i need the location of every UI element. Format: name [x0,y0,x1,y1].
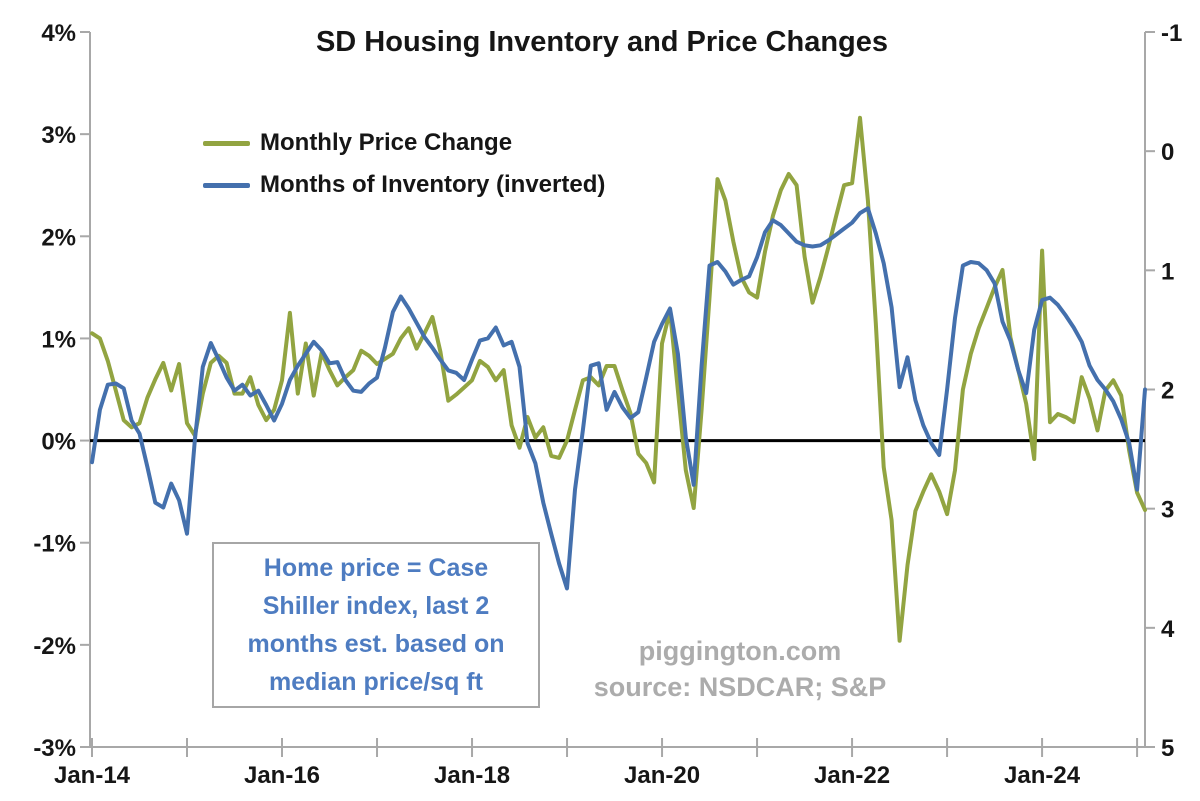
right-axis-tick-label: 2 [1161,378,1174,405]
left-axis-tick-label: 2% [41,224,76,251]
annotation-text: Home price = Case Shiller index, last 2 … [247,554,505,696]
left-axis-tick-label: 1% [41,326,76,353]
right-axis-tick-label: 0 [1161,139,1174,166]
x-axis-tick-label: Jan-20 [624,762,700,789]
price-change-line [90,115,1147,643]
right-axis-tick-label: -1 [1161,20,1182,47]
left-axis-tick-label: 0% [41,429,76,456]
watermark-site: piggington.com [638,636,842,666]
legend-label-inventory: Months of Inventory (inverted) [260,171,606,198]
legend-item-inventory: Months of Inventory (inverted) [203,164,605,206]
left-axis-tick-label: 4% [41,20,76,47]
chart-legend: Monthly Price Change Months of Inventory… [203,122,605,206]
left-axis-tick-label: -2% [33,633,76,660]
x-axis-tick-label: Jan-16 [244,762,320,789]
watermark: piggington.com source: NSDCAR; S&P [594,633,887,705]
inventory-line-swatch-icon [203,182,250,188]
x-axis-tick-label: Jan-18 [434,762,510,789]
chart-title: SD Housing Inventory and Price Changes [315,26,889,58]
legend-item-price: Monthly Price Change [203,122,605,164]
right-axis-tick-label: 5 [1161,735,1174,762]
left-axis-tick-label: -3% [33,735,76,762]
right-axis-tick-label: 4 [1161,616,1175,643]
left-axis-tick-label: 3% [41,122,76,149]
inventory-line [90,206,1147,591]
right-axis-tick-label: 3 [1161,497,1174,524]
x-axis-tick-label: Jan-14 [54,762,131,789]
annotation-box: Home price = Case Shiller index, last 2 … [212,542,540,708]
watermark-source: source: NSDCAR; S&P [593,672,887,702]
price-line-swatch-icon [203,140,250,146]
legend-label-price: Monthly Price Change [260,129,513,156]
right-axis-tick-label: 1 [1161,258,1174,285]
x-axis-tick-label: Jan-24 [1004,762,1081,789]
left-axis-tick-label: -1% [33,531,76,558]
x-axis-tick-label: Jan-22 [814,762,890,789]
